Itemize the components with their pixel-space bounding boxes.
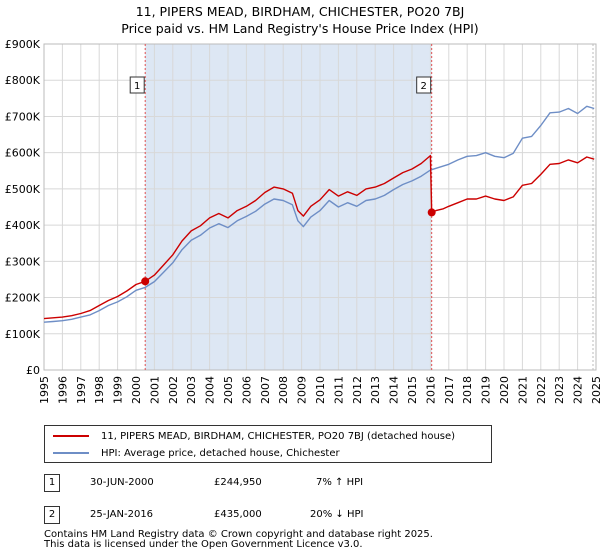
x-tick-label: 1999 xyxy=(112,376,125,404)
transaction-row: 2 25-JAN-2016 £435,000 20% ↓ HPI xyxy=(44,506,584,526)
transaction-badge: 1 xyxy=(44,474,60,492)
x-tick-label: 2024 xyxy=(572,376,585,404)
x-tick-label: 2003 xyxy=(185,376,198,404)
x-tick-label: 2020 xyxy=(498,376,511,404)
transaction-date: 30-JUN-2000 xyxy=(90,477,154,488)
x-tick-label: 2025 xyxy=(590,376,600,404)
x-tick-label: 2015 xyxy=(406,376,419,404)
legend-label-hpi: HPI: Average price, detached house, Chic… xyxy=(101,447,340,459)
y-tick-label: £500K xyxy=(5,183,41,196)
x-tick-label: 2008 xyxy=(277,376,290,404)
sale-marker-label: 1 xyxy=(134,81,140,92)
sale-point xyxy=(427,208,436,217)
sale-marker-box xyxy=(129,76,145,94)
transaction-badge: 2 xyxy=(44,506,60,524)
x-tick-label: 2006 xyxy=(240,376,253,404)
property-price-line xyxy=(43,154,595,320)
sale-marker-label: 2 xyxy=(421,81,427,92)
y-tick-label: £0 xyxy=(26,364,40,377)
x-tick-label: 1996 xyxy=(56,376,69,404)
y-tick-label: £800K xyxy=(5,74,41,87)
legend: 11, PIPERS MEAD, BIRDHAM, CHICHESTER, PO… xyxy=(44,425,492,463)
footer-copyright: Contains HM Land Registry data © Crown c… xyxy=(44,529,433,540)
transaction-price: £435,000 xyxy=(214,509,262,520)
x-tick-label: 2016 xyxy=(424,376,437,404)
x-tick-label: 2002 xyxy=(167,376,180,404)
hpi-line-swatch xyxy=(53,452,89,454)
y-tick-label: £400K xyxy=(5,219,41,232)
plot-frame xyxy=(43,43,597,371)
x-tick-label: 2019 xyxy=(480,376,493,404)
x-tick-label: 2022 xyxy=(535,376,548,404)
x-tick-label: 2000 xyxy=(130,376,143,404)
sale-point xyxy=(141,277,150,286)
sale-marker-box xyxy=(416,76,432,94)
y-tick-label: £900K xyxy=(5,38,41,51)
x-tick-label: 2009 xyxy=(296,376,309,404)
legend-item-property: 11, PIPERS MEAD, BIRDHAM, CHICHESTER, PO… xyxy=(53,429,455,443)
y-tick-label: £600K xyxy=(5,147,41,160)
x-tick-label: 2017 xyxy=(443,376,456,404)
price-chart: £0 £100K £200K £300K £400K £500K £600K £700K £80… xyxy=(5,38,600,404)
x-tick-label: 2007 xyxy=(259,376,272,404)
x-tick-label: 2011 xyxy=(332,376,345,404)
x-tick-label: 2004 xyxy=(204,376,217,404)
y-tick-label: £100K xyxy=(5,328,41,341)
transaction-date: 25-JAN-2016 xyxy=(90,509,154,520)
x-tick-label: 2005 xyxy=(222,376,235,404)
transaction-price: £244,950 xyxy=(214,477,262,488)
legend-item-hpi: HPI: Average price, detached house, Chic… xyxy=(53,446,340,460)
ownership-period-band xyxy=(145,44,432,370)
x-tick-label: 2012 xyxy=(351,376,364,404)
x-tick-label: 2001 xyxy=(148,376,161,404)
y-tick-label: £700K xyxy=(5,110,41,123)
chart-subtitle: Price paid vs. HM Land Registry's House … xyxy=(121,21,479,36)
property-line-swatch xyxy=(53,435,89,437)
x-tick-label: 2013 xyxy=(369,376,382,404)
hpi-line xyxy=(43,105,595,323)
x-tick-label: 1995 xyxy=(38,376,51,404)
x-tick-label: 1997 xyxy=(75,376,88,404)
y-tick-label: £200K xyxy=(5,292,41,305)
x-tick-label: 2021 xyxy=(516,376,529,404)
x-tick-label: 2018 xyxy=(461,376,474,404)
x-tick-label: 1998 xyxy=(93,376,106,404)
legend-label-property: 11, PIPERS MEAD, BIRDHAM, CHICHESTER, PO… xyxy=(101,430,456,442)
x-tick-label: 2023 xyxy=(553,376,566,404)
y-tick-label: £300K xyxy=(5,255,41,268)
chart-title: 11, PIPERS MEAD, BIRDHAM, CHICHESTER, PO… xyxy=(135,4,465,19)
transaction-hpi-change: 20% ↓ HPI xyxy=(310,509,364,520)
transaction-row: 1 30-JUN-2000 £244,950 7% ↑ HPI xyxy=(44,474,584,494)
x-tick-label: 2010 xyxy=(314,376,327,404)
transaction-hpi-change: 7% ↑ HPI xyxy=(316,477,364,488)
footer-license: This data is licensed under the Open Gov… xyxy=(44,539,363,550)
x-tick-label: 2014 xyxy=(388,376,401,404)
footer: Contains HM Land Registry data © Crown c… xyxy=(44,530,433,550)
